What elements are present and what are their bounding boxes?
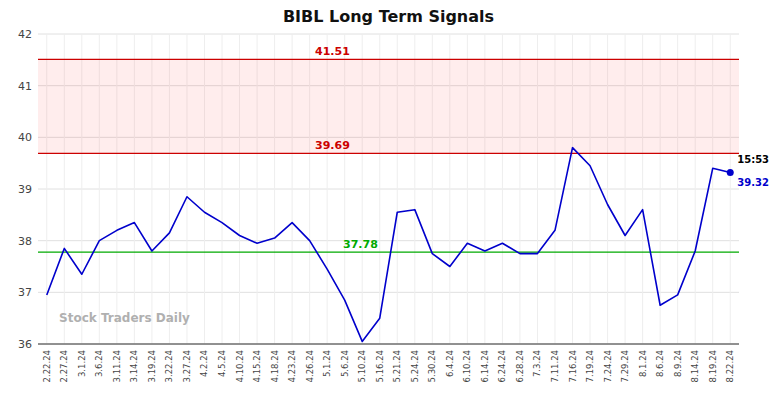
watermark: Stock Traders Daily	[59, 311, 190, 325]
y-tick-label: 37	[18, 286, 32, 299]
x-tick-label: 3.19.24	[147, 350, 157, 382]
x-tick-label: 5.10.24	[357, 350, 367, 382]
y-tick-label: 36	[18, 338, 32, 351]
x-tick-label: 4.2.24	[199, 350, 209, 377]
y-tick-label: 39	[18, 183, 32, 196]
x-tick-label: 5.21.24	[392, 350, 402, 382]
x-tick-label: 8.6.24	[655, 350, 665, 377]
reference-line	[38, 251, 739, 252]
y-tick-label: 41	[18, 80, 32, 93]
grid-line	[38, 34, 739, 35]
x-tick-label: 2.22.24	[42, 350, 52, 382]
x-tick-label: 6.28.24	[515, 350, 525, 382]
x-tick-label: 5.1.24	[322, 350, 332, 377]
grid-line	[38, 344, 739, 345]
x-tick-label: 5.6.24	[340, 350, 350, 377]
last-point	[727, 169, 734, 176]
x-tick-label: 2.27.24	[59, 350, 69, 382]
title: BIBL Long Term Signals	[283, 7, 494, 26]
x-tick-label: 8.1.24	[638, 350, 648, 377]
reference-label: 41.51	[315, 45, 350, 58]
grid-line	[38, 240, 739, 241]
x-tick-label: 4.10.24	[235, 350, 245, 382]
x-tick-label: 7.29.24	[620, 350, 630, 382]
last-time: 15:53	[737, 154, 769, 165]
band	[38, 59, 739, 153]
x-tick-label: 8.22.24	[725, 350, 735, 382]
x-tick-label: 3.6.24	[94, 350, 104, 377]
x-tick-label: 6.24.24	[497, 350, 507, 382]
reference-line	[38, 59, 739, 60]
x-tick-label: 5.16.24	[375, 350, 385, 382]
x-tick-label: 5.30.24	[427, 350, 437, 382]
grid-line	[38, 292, 739, 293]
chart: BIBL Long Term Signals 36 37 38 39 40 41 42 2.22…	[0, 0, 784, 398]
x-tick-label: 3.27.24	[182, 350, 192, 382]
x-tick-label: 3.1.24	[77, 350, 87, 377]
reference-label: 39.69	[315, 139, 350, 152]
x-tick-label: 8.19.24	[708, 350, 718, 382]
x-tick-label: 5.24.24	[410, 350, 420, 382]
plot-area	[38, 59, 739, 341]
x-axis-line	[38, 343, 739, 344]
background	[0, 0, 784, 398]
x-tick-label: 4.18.24	[270, 350, 280, 382]
x-tick-label: 8.9.24	[673, 350, 683, 377]
grid-line	[38, 189, 739, 190]
x-tick-label: 4.15.24	[252, 350, 262, 382]
y-tick-label: 40	[18, 131, 32, 144]
x-tick-label: 3.11.24	[112, 350, 122, 382]
x-tick-label: 7.3.24	[532, 350, 542, 377]
x-tick-label: 8.14.24	[690, 350, 700, 382]
grid	[38, 34, 739, 344]
x-tick-label: 3.22.24	[164, 350, 174, 382]
x-tick-label: 6.14.24	[480, 350, 490, 382]
x-tick-label: 6.4.24	[445, 350, 455, 377]
x-tick-label: 4.26.24	[305, 350, 315, 382]
x-tick-label: 7.24.24	[603, 350, 613, 382]
x-tick-label: 3.14.24	[129, 350, 139, 382]
reference-line	[38, 153, 739, 154]
price-line	[47, 148, 730, 342]
y-tick-label: 38	[18, 235, 32, 248]
y-tick-label: 42	[18, 28, 32, 41]
x-tick-label: 4.5.24	[217, 350, 227, 377]
x-tick-label: 7.11.24	[550, 350, 560, 382]
x-tick-label: 4.23.24	[287, 350, 297, 382]
x-tick-label: 7.19.24	[585, 350, 595, 382]
last-price: 39.32	[737, 177, 769, 188]
reference-label: 37.78	[343, 238, 378, 251]
x-tick-label: 7.16.24	[568, 350, 578, 382]
x-tick-label: 6.10.24	[462, 350, 472, 382]
